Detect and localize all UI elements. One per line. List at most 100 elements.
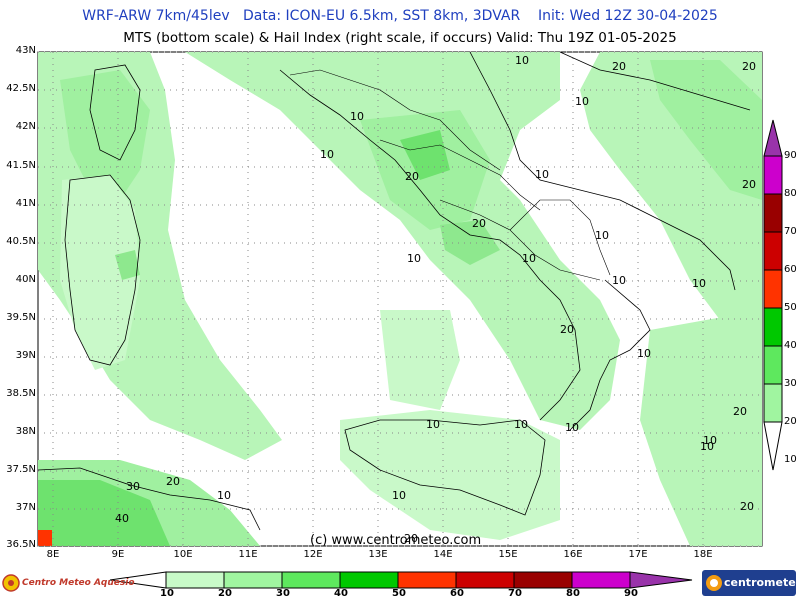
region-borders [289, 69, 611, 281]
hail-scale-label: 20 [784, 416, 797, 427]
lon-label: 12E [303, 549, 323, 560]
coastlines [37, 51, 751, 531]
hail-scale-segment [763, 269, 783, 309]
contour-label: 10 [515, 54, 529, 67]
title-line-1: WRF-ARW 7km/45lev Data: ICON-EU 6.5km, S… [82, 8, 718, 24]
logo-left-text: Centro Meteo Aquesio [22, 578, 135, 588]
lon-label: 16E [563, 549, 583, 560]
contour-label: 10 [565, 421, 579, 434]
contour-label: 20 [472, 217, 486, 230]
contour-label: 10 [407, 252, 421, 265]
contour-label: 10 [703, 434, 717, 447]
mts-scale-segment [513, 571, 573, 589]
contour-label: 10 [535, 168, 549, 181]
lon-label: 10E [173, 549, 193, 560]
lat-label: 36.5N [6, 539, 36, 550]
contour-label: 10 [692, 277, 706, 290]
contour-label: 20 [560, 323, 574, 336]
mts-scale-label: 10 [160, 588, 174, 599]
hail-scale-bottom-arrow [763, 421, 783, 471]
lon-label: 13E [368, 549, 388, 560]
hail-scale-label: 90 [784, 150, 797, 161]
hail-scale-segment [763, 345, 783, 385]
mts-scale-label: 60 [450, 588, 464, 599]
mts-scale-label: 70 [508, 588, 522, 599]
hail-scale-label: 80 [784, 188, 797, 199]
contour-label: 20 [742, 60, 756, 73]
mts-scale-segment [339, 571, 399, 589]
contour-label: 20 [740, 500, 754, 513]
hail-scale-label: 10 [784, 454, 797, 465]
hail-scale-segment [763, 383, 783, 423]
mts-scale-segment [397, 571, 457, 589]
contour-label: 10 [637, 347, 651, 360]
lat-label: 42N [15, 121, 36, 132]
hail-index-scale [763, 119, 783, 471]
mts-scale-label: 50 [392, 588, 406, 599]
mts-scale-label: 30 [276, 588, 290, 599]
copyright-text: (c) www.centrometeo.com [310, 533, 482, 548]
lat-label: 43N [15, 45, 36, 56]
mts-scale-right-arrow [629, 571, 693, 589]
logo-emblem-icon [2, 574, 20, 592]
hail-scale-label: 30 [784, 378, 797, 389]
mts-scale-label: 20 [218, 588, 232, 599]
lat-label: 37N [15, 502, 36, 513]
lat-label: 40.5N [6, 236, 36, 247]
hail-scale-segment [763, 193, 783, 233]
lat-label: 42.5N [6, 83, 36, 94]
lat-label: 41.5N [6, 160, 36, 171]
contour-label: 20 [404, 532, 418, 545]
globe-icon [706, 575, 722, 591]
contour-label: 30 [126, 480, 140, 493]
lat-lon-grid [38, 51, 762, 547]
lat-label: 38N [15, 426, 36, 437]
lon-label: 9E [111, 549, 125, 560]
contour-label: 10 [514, 418, 528, 431]
lon-label: 15E [498, 549, 518, 560]
lat-label: 39N [15, 350, 36, 361]
hail-scale-label: 60 [784, 264, 797, 275]
contour-label: 10 [392, 489, 406, 502]
lat-label: 39.5N [6, 312, 36, 323]
contour-label: 10 [350, 110, 364, 123]
contour-label: 40 [115, 512, 129, 525]
title-line-2: MTS (bottom scale) & Hail Index (right s… [123, 30, 677, 46]
contour-label: 10 [217, 489, 231, 502]
lat-label: 38.5N [6, 388, 36, 399]
lon-label: 18E [693, 549, 713, 560]
mts-field-layer [38, 52, 762, 546]
mts-scale-segment [165, 571, 225, 589]
hail-scale-label: 40 [784, 340, 797, 351]
logo-right-text: centrometeo [724, 576, 800, 589]
mts-scale-label: 80 [566, 588, 580, 599]
contour-label: 10 [612, 274, 626, 287]
contour-label: 10 [522, 252, 536, 265]
contour-label: 10 [595, 229, 609, 242]
hail-scale-segment [763, 307, 783, 347]
mts-scale-label: 40 [334, 588, 348, 599]
lon-label: 17E [628, 549, 648, 560]
contour-label: 20 [166, 475, 180, 488]
lat-label: 41N [15, 198, 36, 209]
hail-scale-segment [763, 231, 783, 271]
lat-label: 40N [15, 274, 36, 285]
contour-label: 10 [426, 418, 440, 431]
centrometeo-logo[interactable]: centrometeo [702, 570, 800, 596]
hail-scale-label: 70 [784, 226, 797, 237]
hail-scale-label: 50 [784, 302, 797, 313]
mts-scale-segment [223, 571, 283, 589]
mts-scale-label: 90 [624, 588, 638, 599]
contour-label: 20 [405, 170, 419, 183]
mts-scale-segment [281, 571, 341, 589]
lon-label: 14E [433, 549, 453, 560]
contour-label: 20 [612, 60, 626, 73]
lat-label: 37.5N [6, 464, 36, 475]
mts-scale [109, 571, 693, 589]
lon-label: 8E [46, 549, 60, 560]
contour-label: 20 [733, 405, 747, 418]
hail-scale-segment [763, 155, 783, 195]
hail-scale-top-arrow [763, 119, 783, 157]
centro-meteo-aquesio-logo: Centro Meteo Aquesio [2, 570, 135, 598]
